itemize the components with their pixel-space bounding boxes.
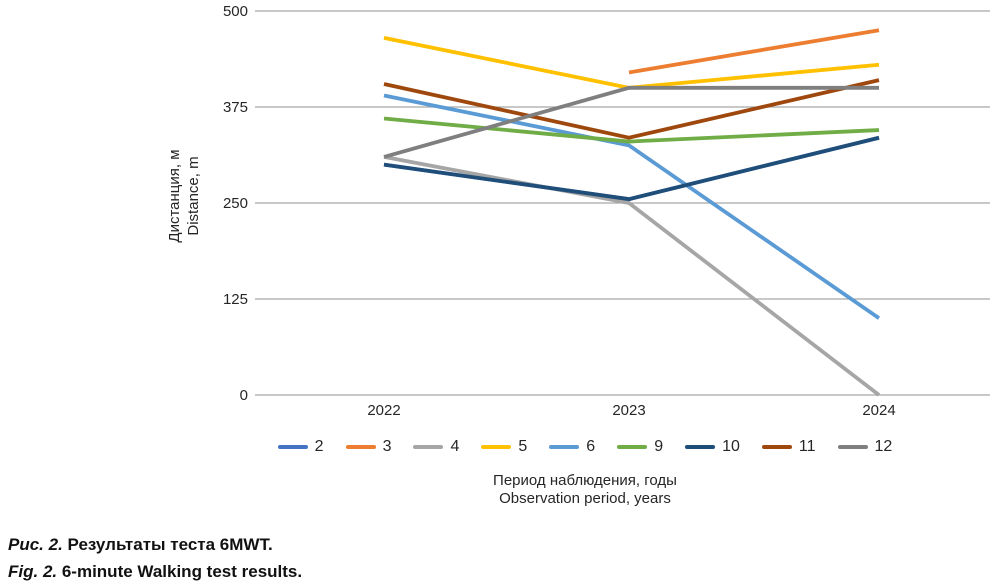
caption-ru-prefix: Рис. 2. (8, 535, 63, 554)
figure-captions: Рис. 2. Результаты теста 6MWT. Fig. 2. 6… (8, 531, 302, 585)
legend-swatch-6 (549, 445, 580, 449)
series-line-4 (383, 155, 881, 397)
legend-label-9: 9 (654, 438, 664, 455)
y-tick-500: 500 (222, 3, 248, 20)
legend-item-12: 12 (837, 438, 893, 456)
chart-legend: 2 3 4 5 6 9 10 11 12 (170, 438, 1000, 456)
legend-swatch-12 (837, 445, 868, 449)
x-tick-2022: 2022 (367, 402, 401, 419)
y-tick-375: 375 (222, 99, 248, 116)
legend-label-2: 2 (314, 438, 324, 455)
x-tick-2024: 2024 (862, 402, 896, 419)
series-line-9 (383, 116, 880, 144)
caption-ru: Рис. 2. Результаты теста 6MWT. (8, 531, 302, 558)
x-axis-title-en: Observation period, years (499, 490, 671, 507)
caption-en-text: 6-minute Walking test results. (57, 562, 303, 581)
legend-swatch-9 (617, 445, 648, 449)
legend-item-3: 3 (345, 438, 392, 456)
legend-label-10: 10 (722, 438, 740, 455)
series-line-10 (383, 135, 880, 202)
series-line-5 (383, 36, 880, 90)
legend-label-3: 3 (382, 438, 392, 455)
series-line-11 (383, 78, 880, 140)
y-axis-title-en: Distance, m (185, 156, 202, 236)
legend-swatch-11 (761, 445, 792, 449)
legend-item-9: 9 (617, 438, 663, 456)
y-tick-0: 0 (239, 387, 248, 404)
legend-swatch-5 (481, 445, 512, 449)
caption-en: Fig. 2. 6-minute Walking test results. (8, 558, 302, 585)
legend-label-11: 11 (798, 438, 816, 455)
line-chart (255, 10, 990, 397)
caption-ru-text: Результаты теста 6MWT. (62, 535, 273, 554)
legend-item-11: 11 (761, 438, 816, 456)
legend-item-2: 2 (277, 438, 324, 456)
x-axis-title-ru: Период наблюдения, годы (493, 472, 677, 489)
series-line-3 (628, 28, 880, 75)
legend-label-6: 6 (586, 438, 596, 455)
series-line-6 (383, 93, 881, 320)
series-line-12 (383, 85, 879, 159)
y-tick-250: 250 (222, 195, 248, 212)
legend-item-6: 6 (549, 438, 595, 456)
legend-label-12: 12 (874, 438, 893, 455)
y-axis-title: Дистанция, м Distance, m (165, 46, 207, 346)
legend-label-5: 5 (518, 438, 528, 455)
legend-label-4: 4 (450, 438, 460, 455)
caption-en-prefix: Fig. 2. (8, 562, 58, 581)
legend-swatch-10 (685, 445, 716, 449)
legend-swatch-2 (277, 445, 308, 449)
legend-item-4: 4 (413, 438, 459, 456)
legend-item-5: 5 (481, 438, 527, 456)
x-tick-2023: 2023 (612, 402, 646, 419)
y-axis-title-ru: Дистанция, м (166, 149, 183, 243)
legend-item-10: 10 (685, 438, 740, 456)
y-tick-125: 125 (222, 291, 248, 308)
legend-swatch-3 (345, 445, 376, 449)
x-axis-title: Период наблюдения, годы Observation peri… (170, 472, 1000, 508)
legend-swatch-4 (413, 445, 444, 449)
